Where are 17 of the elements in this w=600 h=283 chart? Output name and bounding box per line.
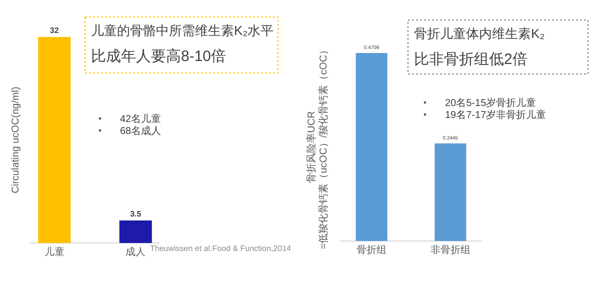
annotation: 42名儿童 (120, 113, 162, 125)
data-label: 3.5 (130, 209, 142, 218)
annotation: 68名成人 (120, 125, 162, 137)
annotation: 20名5-15岁骨折儿童 (445, 97, 536, 109)
y-axis-title: 骨折风险率UCR =低羧化骨钙素（ucOC）/羧化骨钙素（cOC） (306, 44, 330, 250)
x-tick-label: 骨折组 (356, 244, 387, 256)
x-tick-label: 非骨折组 (430, 244, 470, 256)
chart-subtitle: 比非骨折组低2倍 (414, 51, 528, 68)
x-tick-label: 成人 (126, 246, 146, 258)
annotation: 19名7-17岁非骨折儿童 (445, 109, 546, 121)
x-tick-label: 儿童 (44, 246, 64, 258)
y-axis-title: Circulating ucOC(ng/ml) (10, 86, 22, 194)
chart-title: 儿童的骨骼中所需维生素K₂水平 (91, 23, 274, 38)
chart-title: 骨折儿童体内维生素K₂ (414, 26, 545, 41)
text: Theuwissen et al.Food & Function,2014 (150, 244, 292, 253)
data-label: 32 (50, 26, 60, 35)
text: 比成年人要高8-10倍 (91, 48, 226, 65)
